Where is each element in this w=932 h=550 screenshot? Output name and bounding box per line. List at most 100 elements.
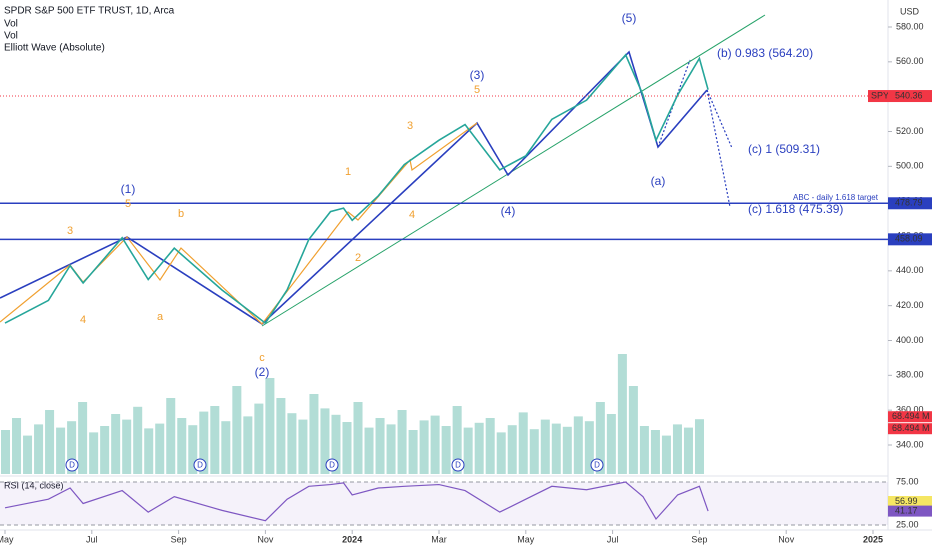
volume-bar [683,427,693,474]
rsi-value-box [888,505,932,517]
volume-bar [485,418,495,474]
volume-bar [551,423,561,474]
level-label-box [888,233,932,246]
volume-bar [265,378,275,474]
x-tick-label: 2024 [342,534,362,544]
y-tick-label: 440.00 [896,265,924,275]
dividend-marker [451,458,465,472]
annotation: (c) 1 (509.31) [748,142,820,156]
wave-label: (5) [622,11,637,25]
level-label-box [888,197,932,210]
volume-bar [639,426,649,474]
volume-bar [67,421,77,474]
volume-bar [243,416,253,474]
sub-wave-label: 3 [67,225,73,237]
x-tick-label: Nov [257,534,274,544]
rsi-line [4,481,709,522]
volume-bar [177,418,187,474]
y-tick-label: 560.00 [896,56,924,66]
volume-bar [56,427,66,474]
volume-bar [133,406,143,474]
sub-wave-label: 5 [474,84,480,96]
volume-bar [188,425,198,474]
volume-bar [45,410,55,474]
volume-bar [287,413,297,474]
wave-label: (4) [501,204,516,218]
last-price-box [888,90,932,103]
rsi-tick-label: 75.00 [896,476,919,486]
projection-line [706,89,733,149]
y-tick-label: 400.00 [896,335,924,345]
x-tick-label: Jul [607,534,619,544]
y-tick-label: 500.00 [896,161,924,171]
dividend-marker [65,458,79,472]
volume-label: 68.494 M [892,423,930,433]
volume-bar [463,427,473,474]
volume-bar [111,414,121,474]
dividend-label: D [594,461,600,470]
volume-bar [309,394,319,474]
volume-bar [199,411,209,474]
wave-label: (1) [121,182,136,196]
rsi-band [0,482,888,525]
sub-wave-label: 2 [355,252,361,264]
volume-label-box [888,423,932,435]
volume-bar [232,386,242,474]
volume-bar [397,410,407,474]
volume-bar [375,418,385,474]
volume-bar [474,422,484,474]
volume-bar [364,427,374,474]
volume-label: 68.494 M [892,411,930,421]
level-label: 478.79 [895,198,923,208]
y-tick-label: 360.00 [896,405,924,415]
projection-line [657,59,691,148]
volume-bar [496,432,506,474]
volume-bar [452,406,462,474]
volume-bar [430,415,440,474]
rsi-ma-box [888,496,932,507]
wave-label: (2) [255,365,270,379]
volume-bar [276,398,286,474]
dividend-label: D [455,461,461,470]
x-tick-label: Sep [691,534,707,544]
volume-bar [694,419,704,474]
volume-bar [166,398,176,474]
sub-wave-label: 1 [345,166,351,178]
level-label: 458.09 [895,234,923,244]
last-price-label: 540.36 [895,90,923,100]
y-tick-label: 380.00 [896,370,924,380]
volume-bar [441,426,451,474]
volume-bar [628,386,638,474]
volume-bar [562,426,572,474]
indicator: Vol [4,31,18,42]
symbol-box [868,90,888,103]
volume-bar [122,419,132,474]
x-tick-label: Nov [778,534,795,544]
chart-title: SPDR S&P 500 ETF TRUST, 1D, Arca [4,6,175,17]
volume-bar [584,421,594,474]
volume-bar [34,424,44,474]
volume-bar [320,408,330,474]
volume-bar [12,418,22,474]
volume-bar [254,403,264,474]
sub-wave-label: 4 [80,314,86,326]
y-tick-label: 340.00 [896,439,924,449]
volume-bar [78,402,88,474]
dividend-label: D [329,461,335,470]
dividend-marker [590,458,604,472]
volume-bar [155,423,165,474]
annotation: ABC - daily 1.618 target [793,193,879,202]
sub-wave-label: c [259,352,265,364]
sub-wave-label: 5 [125,198,131,210]
volume-bar [573,416,583,474]
rsi-tick-label: 25.00 [896,519,919,529]
sub-wave-label: 3 [407,120,413,132]
volume-bar [89,432,99,474]
volume-bar [661,435,671,474]
dividend-marker [193,458,207,472]
volume-bar [1,430,11,474]
x-tick-label: Sep [171,534,187,544]
y-tick-label: 580.00 [896,21,924,31]
volume-bar [529,429,539,474]
